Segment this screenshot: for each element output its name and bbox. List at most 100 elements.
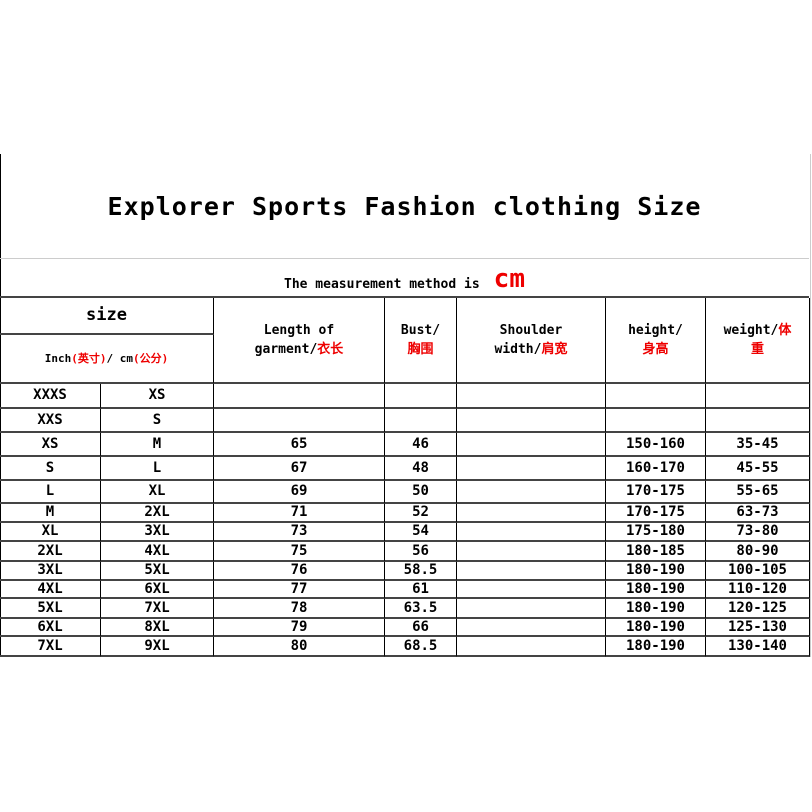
cell-shoulder — [457, 504, 606, 523]
cell-length: 76 — [214, 562, 385, 581]
measurement-text: The measurement method is — [284, 277, 480, 292]
cell-shoulder — [457, 599, 606, 619]
weight-label-cn-2: 重 — [750, 342, 764, 357]
header-bust: Bust/胸围 — [385, 298, 457, 384]
height-label-cn: 身高 — [642, 342, 669, 357]
cell-inch-size: S — [0, 457, 101, 481]
cell-length: 71 — [214, 504, 385, 523]
cell-length: 78 — [214, 599, 385, 619]
cell-length: 67 — [214, 457, 385, 481]
cell-length: 80 — [214, 637, 385, 657]
cell-height: 180-190 — [606, 599, 706, 619]
cell-height: 180-185 — [606, 542, 706, 562]
cm-label: / cm — [106, 352, 134, 365]
cell-bust: 54 — [385, 523, 457, 542]
weight-label-cn: 体 — [778, 323, 792, 338]
cell-shoulder — [457, 562, 606, 581]
cell-cm-size: 5XL — [101, 562, 214, 581]
size-chart-frame — [0, 154, 811, 657]
cell-height — [606, 409, 706, 433]
cell-inch-size: XXS — [0, 409, 101, 433]
cm-label-cn: (公分) — [133, 352, 169, 365]
cell-bust — [385, 384, 457, 409]
cell-weight: 63-73 — [706, 504, 810, 523]
cell-length: 75 — [214, 542, 385, 562]
cell-length: 79 — [214, 619, 385, 637]
bust-label: Bust/ — [400, 323, 441, 338]
measurement-unit: cm — [493, 264, 525, 294]
cell-height: 170-175 — [606, 481, 706, 504]
header-size-units: Inch (英寸) / cm (公分) — [0, 335, 214, 384]
cell-cm-size: XS — [101, 384, 214, 409]
cell-cm-size: L — [101, 457, 214, 481]
cell-bust: 52 — [385, 504, 457, 523]
cell-shoulder — [457, 481, 606, 504]
cell-shoulder — [457, 637, 606, 657]
cell-cm-size: 8XL — [101, 619, 214, 637]
cell-bust: 68.5 — [385, 637, 457, 657]
cell-inch-size: 2XL — [0, 542, 101, 562]
cell-shoulder — [457, 409, 606, 433]
cell-weight — [706, 409, 810, 433]
shoulder-label-2: width/ — [494, 342, 542, 357]
bust-label-cn: 胸围 — [407, 342, 434, 357]
cell-weight: 35-45 — [706, 433, 810, 457]
cell-bust: 66 — [385, 619, 457, 637]
cell-bust: 46 — [385, 433, 457, 457]
cell-inch-size: L — [0, 481, 101, 504]
cell-height: 180-190 — [606, 619, 706, 637]
cell-bust — [385, 409, 457, 433]
cell-height: 180-190 — [606, 562, 706, 581]
cell-height: 170-175 — [606, 504, 706, 523]
header-weight: weight/体重 — [706, 298, 810, 384]
cell-height — [606, 384, 706, 409]
cell-shoulder — [457, 384, 606, 409]
header-size: size — [0, 298, 214, 335]
cell-cm-size: XL — [101, 481, 214, 504]
cell-height: 180-190 — [606, 637, 706, 657]
cell-cm-size: 2XL — [101, 504, 214, 523]
cell-length: 77 — [214, 581, 385, 599]
cell-cm-size: 3XL — [101, 523, 214, 542]
cell-weight: 100-105 — [706, 562, 810, 581]
cell-shoulder — [457, 542, 606, 562]
cell-weight: 55-65 — [706, 481, 810, 504]
cell-height: 150-160 — [606, 433, 706, 457]
header-shoulder: Shoulder width/肩宽 — [457, 298, 606, 384]
cell-inch-size: XS — [0, 433, 101, 457]
cell-length: 65 — [214, 433, 385, 457]
cell-cm-size: 9XL — [101, 637, 214, 657]
cell-inch-size: 4XL — [0, 581, 101, 599]
cell-cm-size: 7XL — [101, 599, 214, 619]
cell-weight: 110-120 — [706, 581, 810, 599]
cell-weight: 45-55 — [706, 457, 810, 481]
cell-bust: 48 — [385, 457, 457, 481]
cell-shoulder — [457, 619, 606, 637]
measurement-note: The measurement method is cm — [0, 259, 809, 298]
cell-bust: 56 — [385, 542, 457, 562]
cell-inch-size: XL — [0, 523, 101, 542]
cell-length — [214, 409, 385, 433]
cell-height: 175-180 — [606, 523, 706, 542]
cell-cm-size: S — [101, 409, 214, 433]
length-label-cn: 衣长 — [317, 342, 344, 357]
chart-title: Explorer Sports Fashion clothing Size — [0, 154, 809, 259]
cell-weight: 80-90 — [706, 542, 810, 562]
inch-label-cn: (英寸) — [71, 352, 107, 365]
cell-inch-size: M — [0, 504, 101, 523]
cell-height: 180-190 — [606, 581, 706, 599]
header-length: Length of garment/衣长 — [214, 298, 385, 384]
cell-inch-size: XXXS — [0, 384, 101, 409]
cell-bust: 58.5 — [385, 562, 457, 581]
length-label-2: garment/ — [254, 342, 318, 357]
cell-inch-size: 3XL — [0, 562, 101, 581]
cell-cm-size: M — [101, 433, 214, 457]
cell-inch-size: 5XL — [0, 599, 101, 619]
inch-label: Inch — [44, 352, 72, 365]
weight-label: weight/ — [723, 323, 779, 338]
cell-inch-size: 6XL — [0, 619, 101, 637]
cell-bust: 61 — [385, 581, 457, 599]
cell-shoulder — [457, 523, 606, 542]
cell-height: 160-170 — [606, 457, 706, 481]
cell-weight: 120-125 — [706, 599, 810, 619]
